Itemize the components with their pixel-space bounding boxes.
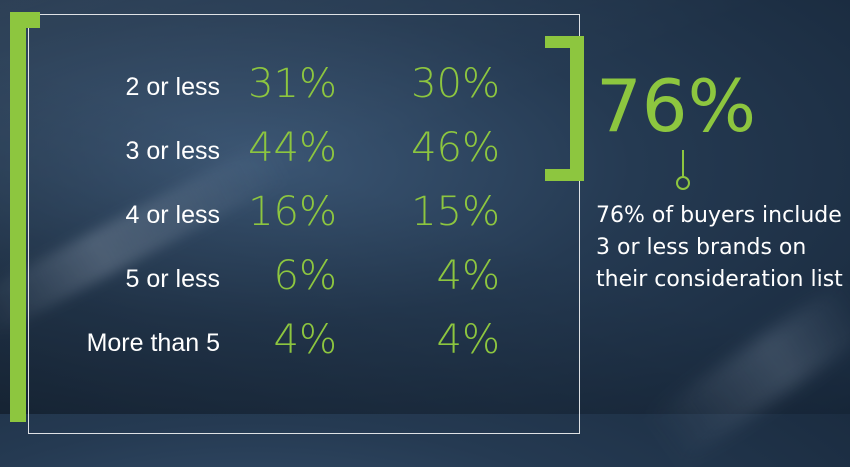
- row-label: 4 or less: [125, 201, 220, 229]
- value-cell: 6%: [273, 253, 337, 299]
- value-cell: 4%: [273, 317, 337, 363]
- bracket-right: [570, 36, 584, 181]
- value-cell: 30%: [411, 61, 500, 107]
- callout-pin-dot: [676, 176, 690, 190]
- background-haze: [0, 0, 850, 414]
- callout-text: 76% of buyers include 3 or less brands o…: [596, 203, 843, 292]
- row-label: 5 or less: [125, 265, 220, 293]
- value-cell: 15%: [411, 189, 500, 235]
- value-cell: 4%: [436, 253, 500, 299]
- value-cell: 16%: [248, 189, 337, 235]
- left-accent-bar: [10, 12, 26, 422]
- row-label: 2 or less: [125, 73, 220, 101]
- bracket-top: [545, 36, 584, 48]
- left-accent-cap: [10, 12, 40, 28]
- value-cell: 4%: [436, 317, 500, 363]
- callout-pin-line: [682, 150, 684, 178]
- value-cell: 31%: [248, 61, 337, 107]
- row-label: More than 5: [86, 329, 220, 357]
- value-cell: 46%: [411, 125, 500, 171]
- row-label: 3 or less: [125, 137, 220, 165]
- callout-value: 76%: [596, 64, 757, 148]
- bracket-bottom: [545, 169, 584, 181]
- value-cell: 44%: [248, 125, 337, 171]
